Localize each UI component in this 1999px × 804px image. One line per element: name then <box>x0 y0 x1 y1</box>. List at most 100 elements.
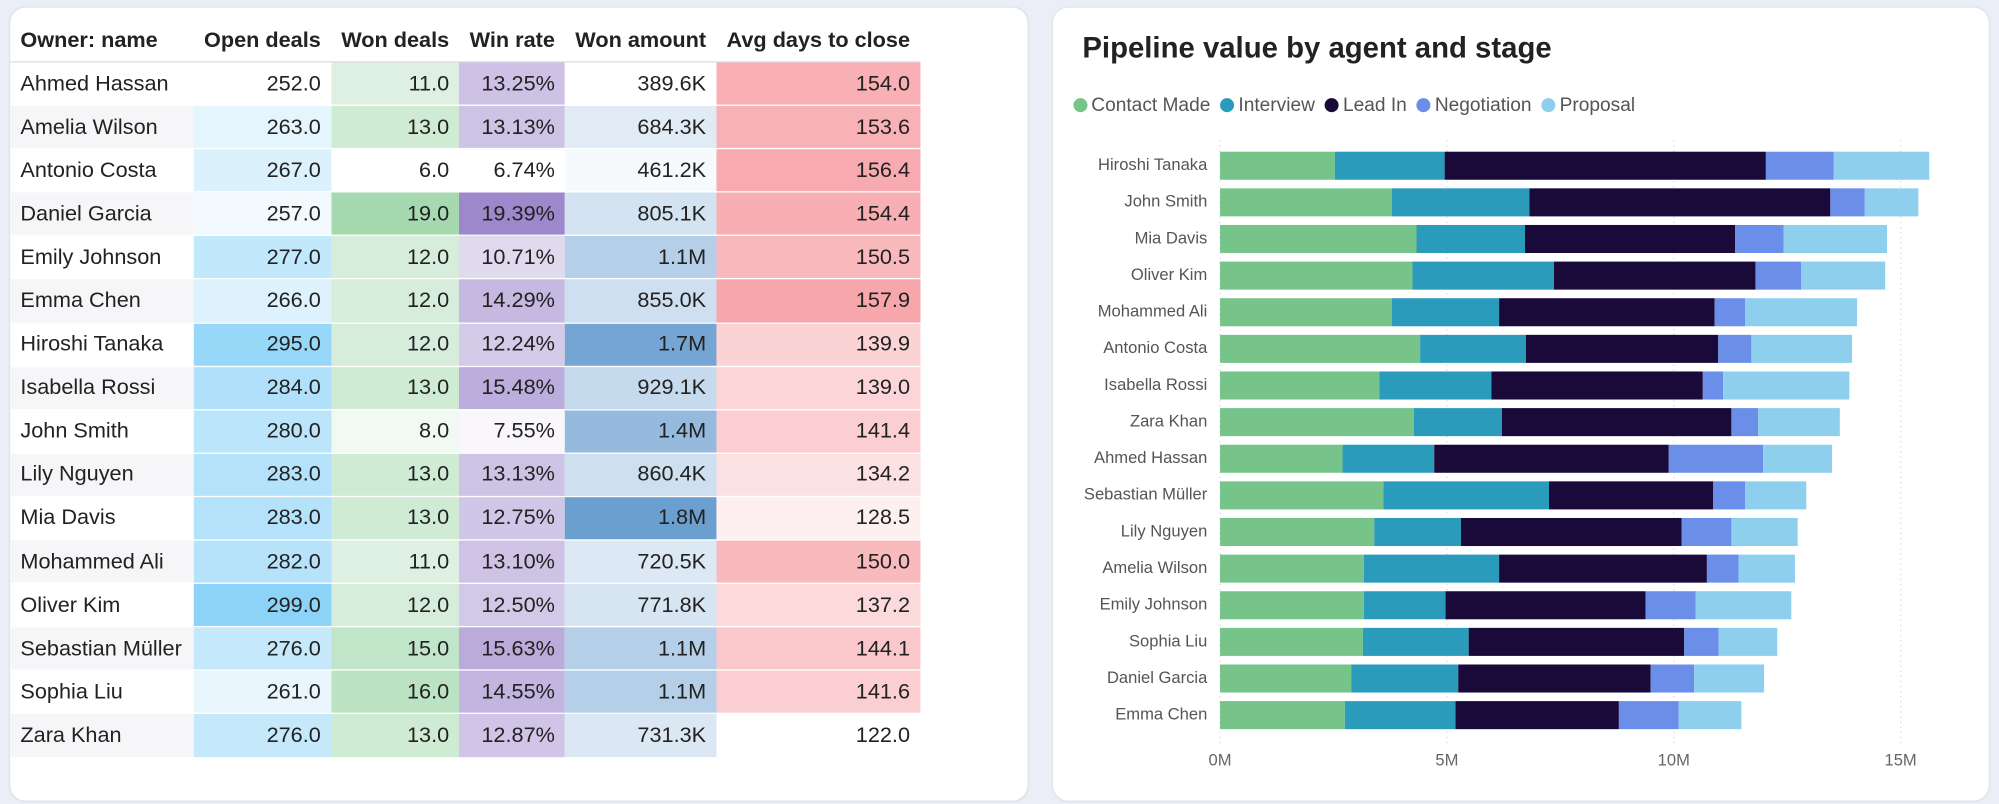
x-tick-label: 0M <box>1209 750 1232 769</box>
bar-segment <box>1220 591 1364 620</box>
legend: Contact Made Interview Lead In Negotiation P… <box>1073 94 1635 116</box>
legend-swatch <box>1416 98 1432 113</box>
cell: 860.4K <box>565 453 717 498</box>
cell: 15.63% <box>459 626 566 671</box>
cell: 6.74% <box>459 148 566 193</box>
cell: 771.8K <box>565 583 717 628</box>
y-tick-label: Sebastian Müller <box>1084 485 1208 504</box>
bar-segment <box>1706 554 1739 583</box>
bar-segment <box>1735 224 1784 254</box>
cell: 141.6 <box>716 670 921 715</box>
legend-swatch <box>1073 98 1088 113</box>
legend-label: Lead In <box>1342 94 1407 117</box>
bar-segment <box>1714 298 1746 327</box>
bar-segment <box>1220 334 1421 363</box>
bar-segment <box>1363 554 1500 583</box>
table-row: Ahmed Hassan 252.0 11.0 13.25% 389.6K 154.0 <box>10 61 921 106</box>
cell: 13.13% <box>459 453 566 498</box>
cell: 150.0 <box>716 539 921 585</box>
cell: 855.0K <box>565 279 717 324</box>
cell: 684.3K <box>565 105 717 150</box>
name-cell: Emily Johnson <box>10 235 194 280</box>
bar-segment <box>1455 701 1619 730</box>
cell: 13.0 <box>331 366 460 411</box>
cell: 299.0 <box>193 583 332 628</box>
bar-segment <box>1220 554 1364 583</box>
y-tick-label: John Smith <box>1124 192 1207 211</box>
y-tick-label: Oliver Kim <box>1131 265 1207 284</box>
cell: 389.6K <box>565 61 717 106</box>
bar-segment <box>1460 517 1682 547</box>
table-row: Antonio Costa 267.0 6.0 6.74% 461.2K 156.4 <box>10 148 921 193</box>
cell: 128.5 <box>716 496 921 541</box>
bar-segment <box>1668 444 1764 473</box>
bar-segment <box>1445 591 1646 620</box>
cell: 267.0 <box>193 148 332 193</box>
y-tick-label: Lily Nguyen <box>1121 521 1208 540</box>
bar-segment <box>1342 444 1435 473</box>
cell: 122.0 <box>716 713 921 758</box>
bar-segment <box>1392 188 1530 217</box>
cell: 6.0 <box>331 148 460 193</box>
y-tick-label: Antonio Costa <box>1103 338 1208 357</box>
name-cell: Lily Nguyen <box>10 453 194 498</box>
cell: 283.0 <box>193 453 332 498</box>
column-header: Win rate <box>459 20 566 63</box>
cell: 156.4 <box>716 148 921 193</box>
y-tick-label: Ahmed Hassan <box>1094 448 1207 467</box>
cell: 14.29% <box>459 279 566 324</box>
table-row: Mohammed Ali 282.0 11.0 13.10% 720.5K 150.0 <box>10 539 921 585</box>
cell: 157.9 <box>716 279 921 324</box>
cell: 277.0 <box>193 235 332 280</box>
table: Owner: name Open deals Won deals Win rate Wo… <box>10 20 921 758</box>
cell: 11.0 <box>331 539 460 585</box>
bar-segment <box>1412 261 1554 290</box>
cell: 252.0 <box>193 61 332 106</box>
bar-segment <box>1525 334 1719 363</box>
cell: 12.0 <box>331 583 460 628</box>
bar-segment <box>1765 151 1834 180</box>
bar-segment <box>1694 664 1765 693</box>
cell: 276.0 <box>193 626 332 671</box>
name-cell: Hiroshi Tanaka <box>10 322 194 367</box>
bar-segment <box>1416 224 1525 254</box>
x-tick-label: 15M <box>1885 750 1917 769</box>
bar-segment <box>1529 188 1831 217</box>
table-row: Lily Nguyen 283.0 13.0 13.13% 860.4K 134.2 <box>10 453 921 498</box>
chart-title: Pipeline value by agent and stage <box>1082 30 1552 64</box>
cell: 19.0 <box>331 192 460 237</box>
cell: 150.5 <box>716 235 921 280</box>
cell: 15.48% <box>459 366 566 411</box>
bar-segment <box>1783 224 1888 254</box>
cell: 144.1 <box>716 626 921 671</box>
bar-segment <box>1220 408 1414 437</box>
bar-segment <box>1702 371 1724 400</box>
cell: 731.3K <box>565 713 717 758</box>
table-card: Owner: name Open deals Won deals Win rate Wo… <box>10 7 1028 801</box>
bar-segment <box>1344 701 1456 730</box>
name-cell: Emma Chen <box>10 279 194 324</box>
table-row: Sebastian Müller 276.0 15.0 15.63% 1.1M 144.1 <box>10 626 921 671</box>
bar-segment <box>1618 701 1679 730</box>
bar-segment <box>1220 701 1345 730</box>
bar-segment <box>1220 261 1413 290</box>
chart: 0M 5M 10M 15M Hiroshi Tanaka John Smith Mia Da… <box>1084 140 1930 769</box>
cell: 139.0 <box>716 366 921 411</box>
bar-segment <box>1713 481 1746 510</box>
legend-item: Lead In <box>1325 94 1407 116</box>
bar-segment <box>1718 334 1752 363</box>
bar-segment <box>1491 371 1703 400</box>
legend-label: Interview <box>1238 94 1315 117</box>
bar-segment <box>1220 481 1384 510</box>
name-cell: Sophia Liu <box>10 670 194 715</box>
bar-segment <box>1220 627 1363 656</box>
cell: 280.0 <box>193 409 332 454</box>
cell: 1.7M <box>565 322 717 367</box>
bar-segment <box>1392 298 1500 327</box>
name-cell: Zara Khan <box>10 713 194 758</box>
cell: 153.6 <box>716 105 921 150</box>
legend-label: Proposal <box>1559 94 1636 117</box>
bar-segment <box>1220 444 1343 473</box>
